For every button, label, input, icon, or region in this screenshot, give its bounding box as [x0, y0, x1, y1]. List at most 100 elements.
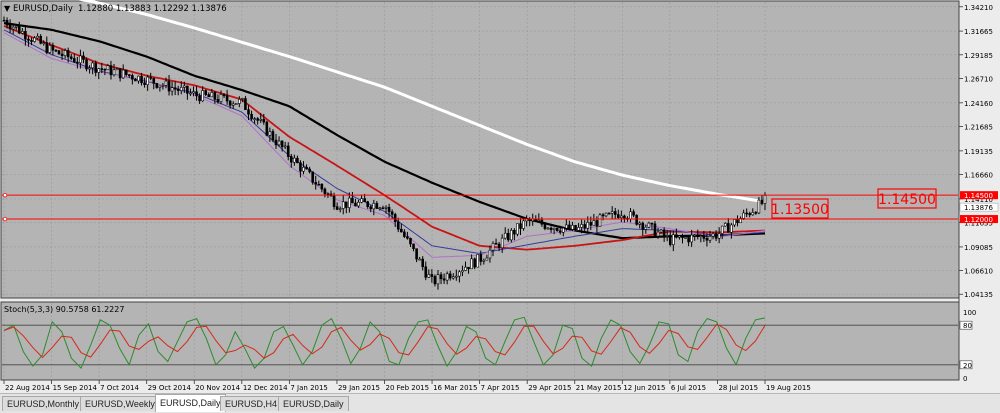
candle-body: [387, 206, 391, 213]
candle-body: [442, 278, 446, 281]
candle: [271, 129, 275, 143]
candle: [387, 203, 391, 218]
candle: [238, 96, 241, 108]
date-tick-label: 12 Dec 2014: [243, 384, 288, 392]
candle: [24, 25, 27, 46]
candle-body: [491, 243, 495, 251]
candle: [179, 81, 183, 95]
candle: [317, 180, 321, 186]
date-tick-label: 12 Jun 2015: [623, 384, 665, 392]
candle-body: [183, 85, 186, 88]
candle: [274, 133, 278, 149]
candle-body: [448, 273, 452, 279]
candle: [69, 53, 73, 61]
candle-body: [195, 91, 198, 97]
candle-body: [516, 223, 519, 235]
candle-body: [121, 69, 125, 79]
candle-body: [170, 87, 174, 92]
date-tick-label: 7 Apr 2015: [481, 384, 520, 392]
candle-body: [118, 68, 122, 79]
tab-eurusd-daily-2[interactable]: EURUSD,Daily: [278, 396, 349, 411]
candle: [754, 211, 758, 215]
candle-body: [702, 235, 706, 239]
candle-body: [699, 235, 703, 237]
candle-body: [684, 237, 687, 239]
candle-body: [357, 201, 360, 207]
price-panel[interactable]: [0, 0, 960, 299]
level-anchor[interactable]: [2, 216, 8, 222]
candle-body: [103, 68, 107, 71]
price-tick-label: 1.04135: [964, 291, 993, 299]
chart-canvas[interactable]: 1.34210 1.31665 1.29185 1.26710 1.24160 1.216…: [0, 0, 1000, 393]
candle: [543, 221, 547, 231]
candle-body: [571, 225, 574, 230]
candle: [580, 219, 583, 234]
candle-body: [14, 26, 18, 28]
candle-body: [714, 233, 718, 239]
candle: [5, 17, 9, 29]
candle-body: [607, 212, 611, 215]
candle: [176, 85, 180, 96]
candle: [293, 154, 296, 166]
callout-level-1-label: 1.14500: [878, 192, 936, 208]
candle: [675, 228, 678, 239]
candle-body: [146, 76, 149, 85]
candle-body: [21, 31, 24, 34]
candle-body: [751, 212, 755, 216]
stoch-main-line: [3, 316, 766, 369]
candle-body: [439, 274, 443, 280]
candle: [143, 77, 146, 88]
candle-body: [216, 99, 220, 102]
candle: [17, 21, 21, 35]
candle: [665, 230, 669, 242]
candle-body: [696, 234, 700, 237]
candle: [140, 72, 143, 86]
candle-body: [412, 243, 415, 249]
candle: [403, 229, 406, 239]
candle-body: [760, 199, 764, 204]
candle: [458, 270, 461, 283]
candle-body: [231, 103, 235, 106]
candle: [409, 237, 412, 247]
tab-eurusd-daily[interactable]: EURUSD,Daily: [155, 394, 226, 412]
level-axis-box: [960, 215, 998, 224]
candle: [620, 210, 623, 223]
candle-body: [219, 94, 223, 102]
candle: [302, 161, 305, 175]
tab-eurusd-monthly[interactable]: EURUSD,Monthly: [2, 396, 85, 411]
candle: [485, 254, 489, 261]
candle-body: [265, 121, 269, 136]
candle: [647, 221, 651, 229]
candle: [739, 216, 742, 224]
candle-body: [720, 225, 724, 234]
candle-body: [662, 229, 666, 237]
candle-body: [623, 215, 626, 219]
candle-body: [48, 45, 52, 53]
candle-body: [681, 235, 684, 238]
candle: [21, 28, 24, 35]
candle-body: [302, 166, 305, 172]
chart-title-arrow-icon[interactable]: ▼: [4, 4, 11, 13]
candle: [97, 67, 101, 80]
candle-body: [152, 78, 156, 84]
candle-body: [253, 118, 256, 120]
candle-body: [445, 273, 449, 281]
candle: [14, 25, 18, 31]
candle: [653, 221, 657, 237]
candle-body: [693, 234, 697, 237]
stochastic-panel[interactable]: [0, 301, 960, 381]
candle-body: [610, 211, 614, 214]
level-anchor[interactable]: [2, 192, 8, 198]
candle: [149, 72, 152, 81]
candle: [513, 228, 516, 241]
tab-eurusd-weekly[interactable]: EURUSD,Weekly: [80, 396, 160, 411]
current-price-box: [959, 202, 999, 212]
candle-body: [124, 69, 128, 75]
candle: [427, 269, 431, 278]
candle-body: [97, 68, 101, 73]
candle: [699, 234, 703, 243]
candle-body: [546, 227, 550, 230]
price-grid: [2, 2, 958, 297]
tab-eurusd-h4[interactable]: EURUSD,H4: [220, 396, 283, 411]
candle-body: [106, 65, 110, 71]
